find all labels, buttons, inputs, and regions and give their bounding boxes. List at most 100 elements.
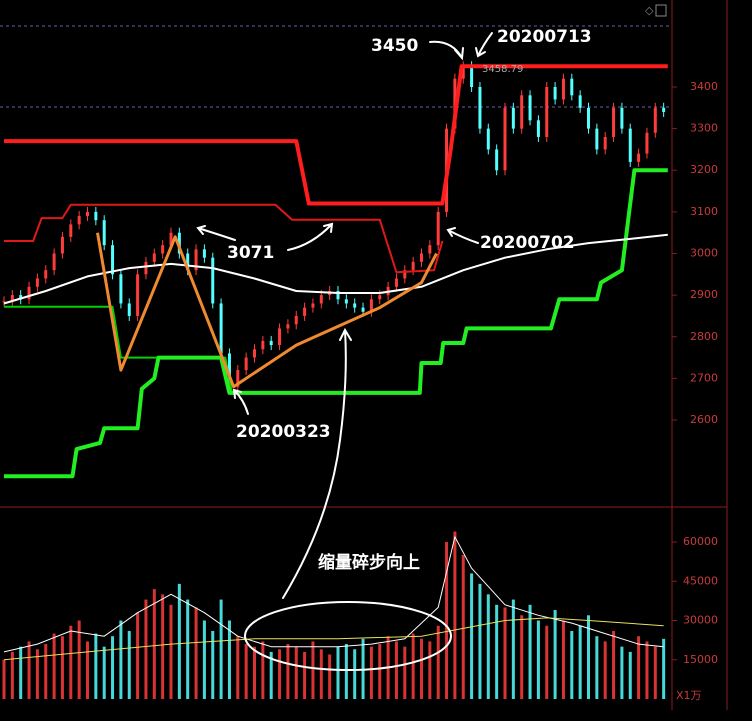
ellipse (244, 601, 452, 671)
candle (244, 357, 248, 371)
candle (127, 303, 131, 316)
volume-bar (369, 646, 373, 699)
candle (420, 253, 423, 262)
candle (620, 107, 624, 129)
y-tick-label: 2600 (690, 413, 718, 426)
volume-bar (127, 630, 131, 699)
candle (411, 261, 415, 271)
line (4, 64, 668, 206)
line (4, 203, 444, 274)
candle (645, 132, 649, 154)
volume-bar (52, 633, 56, 699)
candle (436, 211, 440, 246)
annotation: 20200702 (480, 233, 575, 253)
volume-bar (236, 636, 240, 699)
candle (278, 328, 282, 346)
candle (186, 253, 190, 271)
candle (319, 295, 323, 304)
candle (495, 149, 499, 171)
annotation: 3458.79 (482, 64, 523, 75)
volume-bar (403, 646, 407, 699)
volume-bar (169, 604, 173, 699)
candle (553, 86, 557, 100)
icon[interactable]: ◇ (645, 4, 654, 17)
volume-bar (486, 594, 490, 699)
volume-bar (286, 644, 290, 699)
volume-bar (637, 636, 641, 699)
candle (361, 307, 365, 312)
candle (612, 107, 616, 137)
volume-bar (102, 646, 106, 699)
candle (136, 274, 140, 316)
candle (35, 278, 39, 287)
candle (152, 253, 156, 262)
volume-bar (587, 615, 590, 699)
arrow (429, 40, 464, 61)
candle (52, 253, 56, 271)
volume-bar (420, 638, 423, 699)
candle (269, 340, 273, 346)
volume-bar (520, 615, 524, 699)
volume-bar (261, 641, 265, 699)
arrow (475, 32, 493, 58)
volume-bar (136, 612, 140, 699)
volume-bar (328, 654, 332, 699)
candle (561, 78, 565, 100)
volume-bar (35, 649, 39, 699)
volume-bar (194, 607, 198, 699)
annotation: 3450 (371, 36, 418, 56)
volume-bar (394, 641, 398, 699)
y-tick-label: 60000 (683, 535, 718, 548)
candle (662, 107, 666, 112)
volume-bar (278, 649, 282, 699)
candle (428, 245, 432, 254)
volume-bar (219, 599, 223, 699)
candle (545, 86, 549, 137)
candle (503, 107, 507, 171)
volume-bar (69, 625, 73, 699)
volume-bar (269, 651, 273, 699)
annotation: 20200323 (236, 422, 331, 442)
candle (461, 66, 465, 79)
candle (119, 274, 123, 304)
volume-bar (578, 625, 582, 699)
volume-bar (662, 638, 666, 699)
volume-bar (620, 646, 624, 699)
candle (628, 128, 632, 162)
candle (353, 303, 357, 308)
candle (486, 128, 490, 150)
candle (603, 136, 607, 150)
annotation: 3071 (227, 243, 274, 263)
volume-bar (653, 646, 657, 699)
line (3, 536, 664, 653)
volume-bar (253, 646, 256, 699)
volume-bar (428, 641, 432, 699)
volume-bar (27, 641, 31, 699)
candle (587, 107, 590, 129)
volume-bar (119, 620, 123, 699)
y-tick-label: 2700 (690, 371, 718, 384)
candle (570, 78, 574, 96)
icon[interactable] (655, 4, 667, 17)
line (96, 232, 438, 389)
volume-bar (478, 583, 482, 699)
candle (161, 245, 165, 254)
volume-bar (336, 646, 340, 699)
volume-bar (353, 649, 357, 699)
volume-bar (60, 636, 64, 699)
candle (653, 107, 657, 133)
candle (111, 245, 115, 275)
volume-bar (628, 651, 632, 699)
y-tick-label: 45000 (683, 574, 718, 587)
candle (637, 153, 641, 162)
volume-bar (461, 555, 465, 699)
candle (261, 340, 265, 350)
arrow (196, 225, 236, 241)
volume-bar (303, 651, 307, 699)
candle (520, 95, 524, 129)
annotation: 20200713 (497, 27, 592, 47)
candle (219, 303, 223, 354)
volume-bar (470, 573, 474, 699)
